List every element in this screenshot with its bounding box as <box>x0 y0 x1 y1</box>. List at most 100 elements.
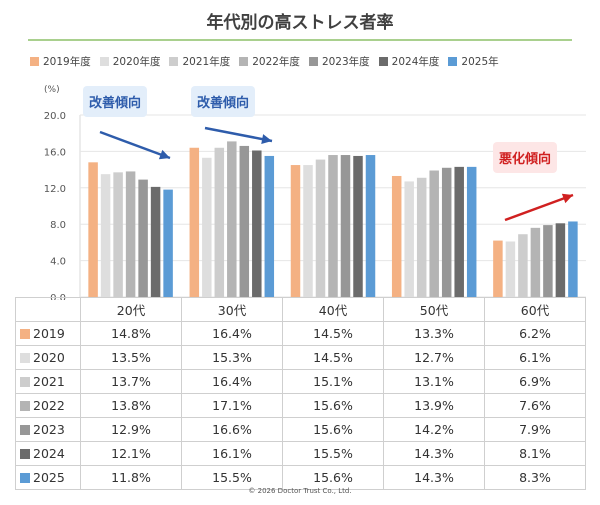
bar <box>202 157 212 297</box>
legend-item: 2025年 <box>448 52 499 70</box>
data-label: 13.8% <box>80 393 182 418</box>
table-row: 2019 14.8% 16.4% 14.5% 13.3% 6.2% <box>15 321 586 346</box>
bar <box>239 145 250 297</box>
bar <box>404 181 414 297</box>
row-swatch <box>20 329 30 339</box>
y-tick-label: 20.0 <box>44 111 66 122</box>
row-header: 2024 <box>15 441 81 466</box>
legend-item: 2022年度 <box>239 52 300 70</box>
y-axis-unit: (%) <box>44 85 60 95</box>
bar <box>138 179 148 297</box>
data-label: 8.3% <box>484 465 586 490</box>
table-header-row: 20代 30代 40代 50代 60代 <box>15 297 586 322</box>
annotation-worsening-60s: 悪化傾向 <box>493 142 558 173</box>
legend-item: 2024年度 <box>378 52 439 70</box>
bar <box>189 147 200 297</box>
annotation-improving-20s: 改善傾向 <box>83 86 148 117</box>
data-label: 15.6% <box>282 393 384 418</box>
bar <box>227 141 237 297</box>
data-label: 15.5% <box>282 441 384 466</box>
row-swatch <box>20 425 30 435</box>
data-label: 15.6% <box>282 465 384 490</box>
row-label: 2021 <box>33 374 65 389</box>
row-header: 2022 <box>15 393 81 418</box>
y-tick-label: 8.0 <box>50 220 66 231</box>
bar <box>493 240 503 297</box>
data-label: 7.9% <box>484 417 586 442</box>
data-label: 7.6% <box>484 393 586 418</box>
data-label: 14.3% <box>383 441 485 466</box>
bar <box>214 147 225 297</box>
legend-label: 2022年度 <box>252 55 300 68</box>
bar <box>518 234 528 297</box>
bar <box>125 171 136 297</box>
row-label: 2020 <box>33 350 65 365</box>
bar <box>454 166 464 297</box>
data-label: 12.1% <box>80 441 182 466</box>
bar <box>429 170 439 297</box>
bar <box>466 166 477 297</box>
data-label: 15.1% <box>282 369 384 394</box>
data-label: 6.9% <box>484 369 586 394</box>
bar <box>555 223 566 297</box>
legend-swatch <box>378 56 388 66</box>
bar <box>113 172 123 297</box>
row-header: 2019 <box>15 321 81 346</box>
bar <box>315 159 326 297</box>
bar <box>340 155 351 297</box>
row-label: 2023 <box>33 422 65 437</box>
data-label: 6.1% <box>484 345 586 370</box>
arrow-up-icon <box>504 193 574 222</box>
data-table: 20代 30代 40代 50代 60代 2019 14.8% 16.4% 14.5% 13.3% 6… <box>15 297 586 490</box>
data-label: 14.3% <box>383 465 485 490</box>
row-label: 2024 <box>33 446 65 461</box>
bar <box>100 174 111 297</box>
copyright-notice: © 2026 Doctor Trust Co., Ltd. <box>248 487 352 495</box>
x-tick-label: 50代 <box>383 297 485 322</box>
legend-label: 2023年度 <box>321 55 370 68</box>
table-row: 2023 12.9% 16.6% 15.6% 14.2% 7.9% <box>15 417 586 442</box>
legend-label: 2020年度 <box>112 55 161 68</box>
bar <box>88 162 98 297</box>
bar <box>416 177 427 297</box>
bar <box>391 175 402 297</box>
row-swatch <box>20 377 30 387</box>
x-tick-label: 20代 <box>80 297 182 322</box>
data-label: 16.4% <box>181 321 283 346</box>
legend-item: 2020年度 <box>99 52 161 70</box>
data-label: 16.6% <box>181 417 283 442</box>
bar <box>252 150 262 297</box>
data-label: 14.5% <box>282 321 384 346</box>
data-label: 13.1% <box>383 369 485 394</box>
row-swatch <box>20 401 30 411</box>
y-tick-label: 12.0 <box>44 184 66 195</box>
data-label: 12.9% <box>80 417 182 442</box>
data-label: 15.6% <box>282 417 384 442</box>
bar <box>505 241 516 297</box>
data-label: 13.9% <box>383 393 485 418</box>
table-row: 2025 11.8% 15.5% 15.6% 14.3% 8.3% <box>15 465 586 490</box>
bar <box>441 167 452 297</box>
table-corner-cell <box>15 297 81 322</box>
data-label: 15.5% <box>181 465 283 490</box>
y-tick-label: 0.0 <box>50 293 66 300</box>
data-label: 14.5% <box>282 345 384 370</box>
row-header: 2020 <box>15 345 81 370</box>
data-label: 17.1% <box>181 393 283 418</box>
x-tick-label: 30代 <box>181 297 283 322</box>
bar <box>328 155 338 297</box>
x-tick-label: 60代 <box>484 297 586 322</box>
bar <box>264 155 275 297</box>
chart-legend: 2019年度 2020年度 2021年度 2022年度 2023年度 2024年度 2025… <box>30 52 508 70</box>
table-row: 2024 12.1% 16.1% 15.5% 14.3% 8.1% <box>15 441 586 466</box>
row-header: 2021 <box>15 369 81 394</box>
data-label: 14.2% <box>383 417 485 442</box>
data-label: 13.3% <box>383 321 485 346</box>
data-label: 12.7% <box>383 345 485 370</box>
legend-label: 2021年度 <box>182 55 231 68</box>
table-row: 2020 13.5% 15.3% 14.5% 12.7% 6.1% <box>15 345 586 370</box>
bar <box>150 186 161 297</box>
data-label: 6.2% <box>484 321 586 346</box>
row-label: 2019 <box>33 326 65 341</box>
data-label: 13.5% <box>80 345 182 370</box>
